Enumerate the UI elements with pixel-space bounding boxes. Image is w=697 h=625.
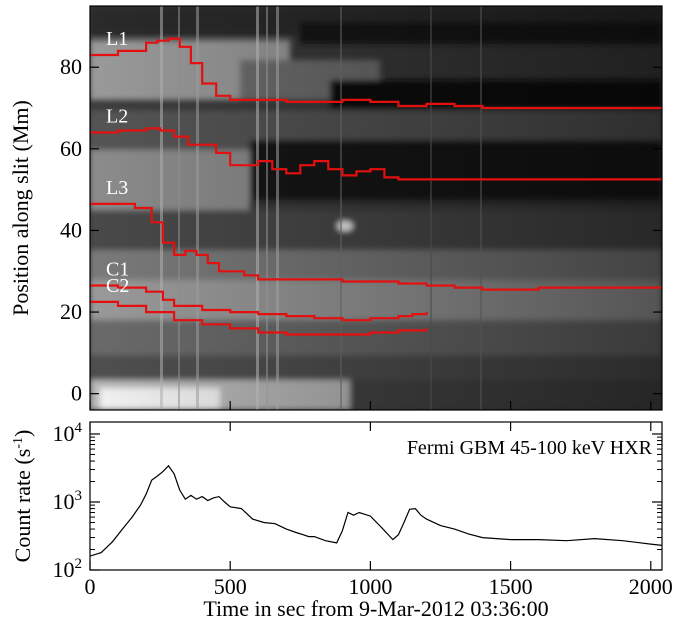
series-line-hxr (90, 464, 662, 557)
series-line-l2 (90, 127, 662, 181)
series-line-l3 (90, 202, 662, 291)
top-y-axis-label: Position along slit (Mm) (8, 100, 33, 316)
top-y-ticks: 0 20 40 60 80 (60, 54, 662, 410)
series-label-l2: L2 (106, 106, 128, 128)
y-tick-label: 0 (71, 381, 82, 406)
series-label-c1: C1 (106, 259, 129, 281)
x-tick-label: 2000 (629, 574, 673, 599)
series-line-l1 (90, 37, 662, 110)
series-label-l1: L1 (106, 28, 128, 50)
x-tick-label: 1500 (489, 574, 533, 599)
y-tick-label: 80 (60, 54, 82, 79)
series-line-c1 (90, 284, 428, 322)
top-plot-frame (89, 5, 663, 411)
series-label-l3: L3 (106, 177, 128, 199)
x-tick-label: 500 (214, 574, 247, 599)
y-tick-label: 103 (53, 488, 83, 514)
heatmap-background (90, 6, 662, 410)
legend-text: Fermi GBM 45-100 keV HXR (407, 437, 653, 459)
series-line-c2 (90, 300, 428, 336)
bottom-plot-frame (89, 421, 663, 571)
y-tick-label: 40 (60, 217, 82, 242)
x-tick-label: 0 (85, 574, 96, 599)
bottom-x-ticks: 0 500 1000 1500 2000 (85, 422, 673, 599)
bottom-y-ticks: 102 103 104 (53, 420, 662, 582)
y-tick-label: 102 (53, 556, 83, 582)
bottom-y-axis-label: Count rate (s-1) (10, 430, 35, 563)
y-tick-label: 20 (60, 299, 82, 324)
x-tick-label: 1000 (348, 574, 392, 599)
y-tick-label: 60 (60, 136, 82, 161)
series-label-c2: C2 (106, 275, 129, 297)
x-axis-label: Time in sec from 9-Mar-2012 03:36:00 (203, 596, 548, 621)
y-tick-label: 104 (53, 420, 83, 446)
